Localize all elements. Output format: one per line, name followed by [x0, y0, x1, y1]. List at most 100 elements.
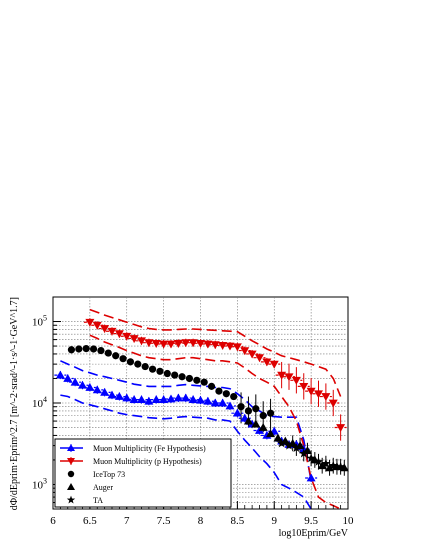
data-point — [92, 385, 102, 394]
data-point — [107, 390, 117, 399]
data-point — [122, 332, 132, 341]
data-point — [306, 473, 316, 482]
data-point — [269, 360, 279, 369]
data-point — [119, 355, 127, 363]
data-point — [321, 458, 331, 468]
data-point — [247, 350, 257, 359]
data-point — [203, 340, 213, 349]
data-point — [277, 371, 287, 380]
data-point — [321, 393, 331, 402]
data-point — [129, 335, 139, 343]
data-point — [82, 345, 90, 353]
data-point — [291, 443, 302, 453]
data-point — [225, 401, 235, 410]
legend-label: Muon Multiplicity (Fe Hypothesis) — [93, 444, 206, 453]
band-line — [60, 360, 312, 482]
data-point — [328, 460, 338, 470]
data-point — [218, 398, 228, 407]
x-tick-label: 7.5 — [157, 515, 171, 527]
data-point — [70, 377, 80, 386]
data-point — [112, 352, 120, 360]
data-point — [196, 395, 205, 404]
data-point — [210, 398, 220, 407]
data-point — [258, 423, 268, 431]
data-point — [291, 376, 301, 385]
data-point — [141, 362, 149, 371]
data-point — [144, 396, 154, 405]
data-point — [114, 330, 124, 339]
data-point — [188, 395, 198, 404]
data-point — [148, 365, 157, 373]
axes: 6 6.5 7 7.5 8 8.5 9 9.5 10 103 104 105 log10Eprim/Ge… — [9, 297, 354, 539]
data-point — [230, 392, 238, 401]
x-axis-title: log10Eprim/GeV — [279, 528, 349, 539]
data-point — [151, 395, 161, 404]
data-point — [173, 393, 183, 402]
data-point — [215, 387, 223, 395]
data-point — [185, 374, 194, 383]
data-point — [325, 463, 335, 472]
data-point — [63, 373, 73, 382]
y-axis-title: dΦ/dEprim·Eprim^2.7 [m^-2·srad^-1·s^-1·G… — [9, 297, 20, 510]
x-tick-label: 6.5 — [83, 515, 97, 527]
data-point — [336, 424, 346, 433]
error-bands — [60, 308, 342, 510]
data-point — [266, 409, 275, 417]
data-point — [284, 373, 294, 382]
data-point — [156, 367, 164, 375]
data-point — [273, 433, 283, 442]
legend-marker — [67, 458, 75, 465]
data-point — [92, 321, 102, 330]
data-point — [166, 340, 176, 349]
data-point — [306, 453, 316, 463]
data-point — [126, 358, 135, 366]
data-point — [276, 438, 287, 448]
data-point — [104, 349, 112, 357]
data-point — [85, 318, 95, 327]
x-tick-label: 7 — [124, 515, 130, 527]
data-point — [266, 429, 276, 438]
data-point — [255, 354, 264, 363]
data-point — [335, 461, 346, 471]
data-point — [137, 337, 146, 346]
legend-label: Auger — [93, 483, 113, 492]
data-point — [166, 394, 176, 403]
data-point — [328, 399, 338, 408]
data-point — [317, 461, 327, 470]
data-point — [188, 339, 198, 348]
data-point — [181, 393, 191, 402]
x-tick-label: 10 — [343, 515, 355, 527]
data-point — [210, 341, 220, 350]
data-point — [222, 390, 230, 398]
x-tick-label: 9 — [272, 515, 278, 527]
data-point — [122, 393, 132, 402]
data-point — [151, 339, 161, 348]
legend-marker — [66, 495, 76, 504]
data-point — [129, 395, 139, 404]
x-tick-label: 8 — [198, 515, 204, 527]
data-point — [237, 403, 245, 411]
data-point — [313, 456, 324, 466]
data-point — [137, 395, 146, 404]
data-point — [100, 325, 110, 334]
data-point — [97, 346, 105, 355]
data-point — [55, 370, 65, 379]
legend-box — [54, 438, 232, 508]
data-point — [196, 339, 205, 348]
x-tick-label: 6 — [50, 515, 56, 527]
data-point — [259, 412, 267, 420]
legend: Muon Multiplicity (Fe Hypothesis) Muon Mu… — [54, 438, 232, 508]
data-point — [144, 339, 154, 348]
data-point — [85, 382, 95, 391]
legend-marker — [67, 483, 75, 490]
data-points — [55, 318, 349, 482]
legend-label: TA — [93, 496, 103, 505]
data-point — [240, 347, 250, 356]
x-tick-label: 8.5 — [231, 515, 245, 527]
band-line — [89, 308, 342, 397]
y-tick-label: 105 — [32, 314, 47, 329]
data-point — [114, 392, 124, 400]
data-point — [299, 448, 309, 458]
data-point — [251, 419, 261, 428]
data-point — [178, 373, 186, 381]
